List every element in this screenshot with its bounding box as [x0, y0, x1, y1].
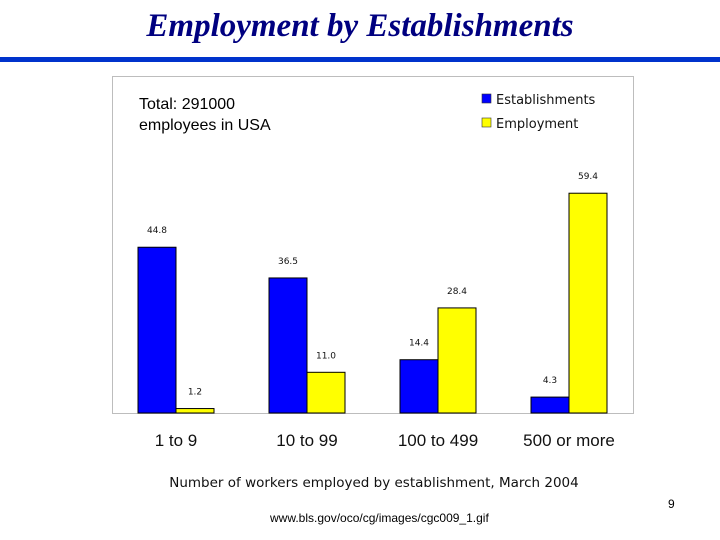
- value-labels-group: 44.8 1.2 36.5 11.0 14.4 28.4 4.3 59.4: [147, 172, 598, 397]
- value-label-establishments-100-to-499: 14.4: [409, 339, 429, 349]
- category-label-1-to-9: 1 to 9: [155, 431, 198, 450]
- title-rule: [0, 57, 720, 62]
- source-url: www.bls.gov/oco/cg/images/cgc009_1.gif: [270, 511, 489, 525]
- chart-note: Total: 291000 employees in USA: [139, 94, 271, 136]
- bar-employment-1-to-9: [175, 408, 215, 414]
- value-label-employment-10-to-99: 11.0: [316, 351, 336, 361]
- bars-group: [137, 192, 608, 414]
- slide-title: Employment by Establishments: [146, 8, 574, 44]
- legend-swatch-establishments: [481, 93, 492, 104]
- bar-establishments-500-or-more: [530, 396, 570, 414]
- legend-label-employment: Employment: [496, 117, 578, 132]
- value-label-establishments-1-to-9: 44.8: [147, 226, 167, 236]
- chart-frame: [112, 76, 634, 414]
- legend: Establishments Employment: [481, 93, 596, 132]
- bar-employment-500-or-more: [568, 192, 608, 414]
- value-label-establishments-500-or-more: 4.3: [543, 376, 557, 386]
- legend-swatch-employment: [481, 117, 492, 128]
- category-label-100-to-499: 100 to 499: [398, 431, 478, 450]
- value-label-establishments-10-to-99: 36.5: [278, 257, 298, 267]
- category-label-10-to-99: 10 to 99: [276, 431, 337, 450]
- category-label-500-or-more: 500 or more: [523, 431, 615, 450]
- value-label-employment-100-to-499: 28.4: [447, 287, 467, 297]
- page-number: 9: [668, 497, 675, 511]
- chart-note-line-1: Total: 291000: [139, 96, 236, 113]
- value-label-employment-500-or-more: 59.4: [578, 172, 598, 182]
- value-label-employment-1-to-9: 1.2: [188, 388, 202, 398]
- legend-label-establishments: Establishments: [496, 93, 596, 108]
- bar-establishments-1-to-9: [137, 246, 177, 414]
- category-labels-group: 1 to 9 10 to 99 100 to 499 500 or more: [155, 431, 615, 450]
- bar-employment-100-to-499: [437, 307, 477, 414]
- bar-establishments-10-to-99: [268, 277, 308, 414]
- chart-note-line-2: employees in USA: [139, 117, 271, 134]
- bar-employment-10-to-99: [306, 371, 346, 414]
- bar-establishments-100-to-499: [399, 359, 439, 414]
- x-axis-title: Number of workers employed by establishm…: [169, 475, 579, 491]
